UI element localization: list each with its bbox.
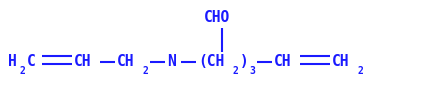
Text: ): ) — [240, 55, 249, 69]
Text: (CH: (CH — [198, 55, 224, 69]
Text: CH: CH — [274, 55, 291, 69]
Text: 2: 2 — [233, 66, 239, 76]
Text: 2: 2 — [143, 66, 149, 76]
Text: 2: 2 — [358, 66, 364, 76]
Text: CH: CH — [74, 55, 92, 69]
Text: CH: CH — [117, 55, 135, 69]
Text: H: H — [8, 55, 17, 69]
Text: CHO: CHO — [204, 11, 230, 25]
Text: 2: 2 — [20, 66, 26, 76]
Text: C: C — [27, 55, 36, 69]
Text: CH: CH — [332, 55, 350, 69]
Text: 3: 3 — [249, 66, 255, 76]
Text: N: N — [167, 55, 176, 69]
